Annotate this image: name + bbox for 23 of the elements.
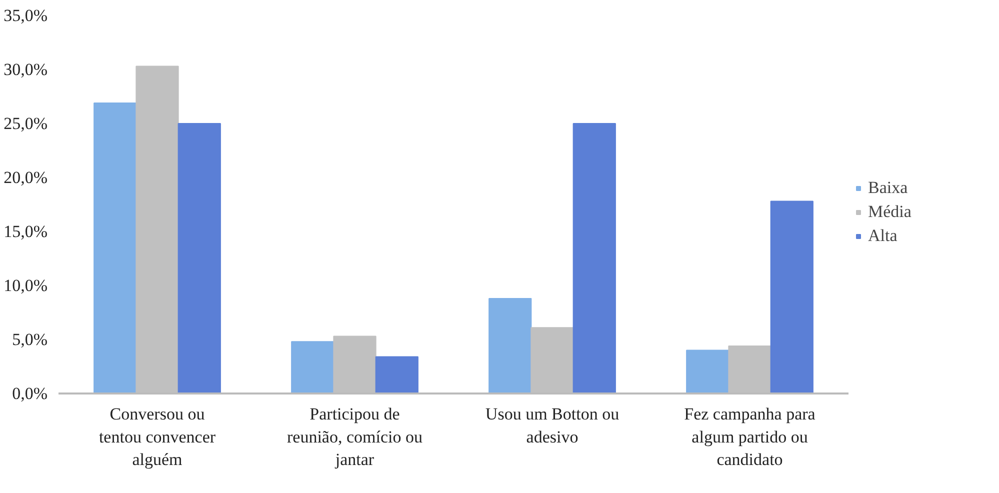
bar xyxy=(375,356,418,394)
y-tick-label: 0,0% xyxy=(12,384,48,403)
bar xyxy=(572,123,616,394)
y-tick-label: 20,0% xyxy=(4,168,48,187)
y-tick-label: 5,0% xyxy=(12,330,48,349)
legend-label: Alta xyxy=(868,226,898,246)
bar xyxy=(291,341,334,394)
x-tick-label: Conversou ou tentou convencer alguém xyxy=(98,404,216,470)
bar xyxy=(94,102,137,394)
x-tick-label: Participou de reunião, comício ou jantar xyxy=(287,404,423,470)
y-tick-label: 10,0% xyxy=(4,276,48,295)
legend-label: Média xyxy=(868,202,912,222)
y-tick-label: 25,0% xyxy=(4,114,48,133)
bar xyxy=(178,123,221,394)
legend-label: Baixa xyxy=(868,178,908,198)
y-tick-label: 30,0% xyxy=(4,60,48,79)
y-tick-label: 15,0% xyxy=(4,222,48,241)
x-tick-label: Fez campanha para algum partido ou candidato xyxy=(684,404,816,470)
bar xyxy=(488,298,532,394)
bar xyxy=(686,350,730,394)
x-tick-label: Usou um Botton ou adesivo xyxy=(485,404,620,446)
y-tick-label: 35,0% xyxy=(4,6,48,25)
bar xyxy=(770,200,814,394)
